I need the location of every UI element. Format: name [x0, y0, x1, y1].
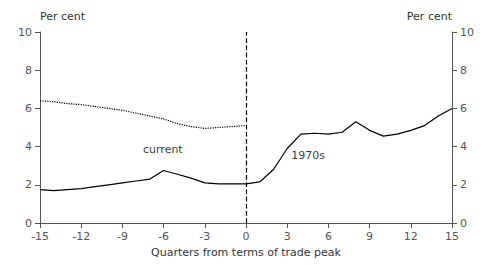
svg-text:12: 12: [404, 230, 418, 243]
svg-text:current: current: [143, 143, 183, 156]
svg-text:2: 2: [25, 178, 32, 191]
svg-text:8: 8: [460, 64, 467, 77]
svg-text:-9: -9: [117, 230, 128, 243]
svg-text:6: 6: [25, 102, 32, 115]
svg-text:-12: -12: [72, 230, 90, 243]
svg-text:8: 8: [25, 64, 32, 77]
svg-text:0: 0: [243, 230, 250, 243]
svg-text:Quarters from terms of trade p: Quarters from terms of trade peak: [151, 246, 342, 259]
svg-text:1970s: 1970s: [291, 149, 325, 162]
svg-text:6: 6: [460, 102, 467, 115]
svg-text:4: 4: [460, 140, 467, 153]
svg-text:Per cent: Per cent: [40, 10, 86, 23]
svg-text:0: 0: [460, 217, 467, 230]
svg-text:15: 15: [445, 230, 459, 243]
svg-text:3: 3: [284, 230, 291, 243]
svg-text:-6: -6: [158, 230, 169, 243]
svg-text:2: 2: [460, 178, 467, 191]
svg-text:-15: -15: [31, 230, 49, 243]
svg-text:10: 10: [18, 26, 32, 39]
svg-text:6: 6: [325, 230, 332, 243]
svg-text:10: 10: [460, 26, 474, 39]
svg-text:0: 0: [25, 217, 32, 230]
svg-text:4: 4: [25, 140, 32, 153]
svg-text:-3: -3: [199, 230, 210, 243]
svg-text:9: 9: [366, 230, 373, 243]
svg-text:Per cent: Per cent: [407, 10, 453, 23]
